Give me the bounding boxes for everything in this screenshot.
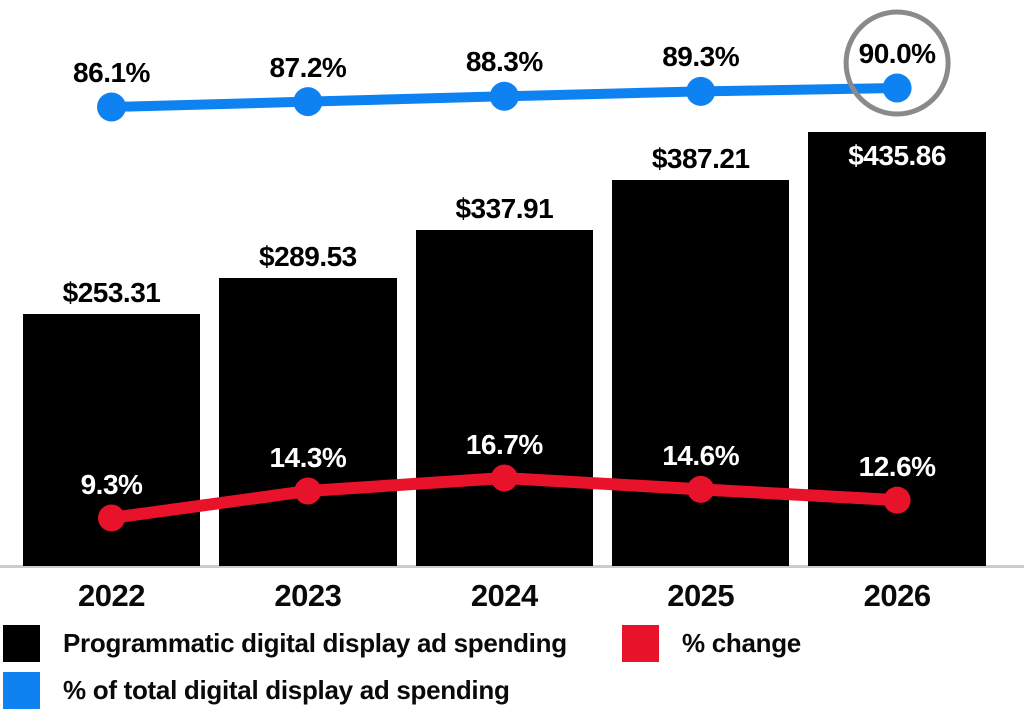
highlight-circle-annotation [843,9,951,117]
legend-label-programmatic-spending: Programmatic digital display ad spending [63,628,567,658]
legend-item-pct-of-total: % of total digital display ad spending [3,672,510,709]
bar-2024 [415,229,594,566]
legend-label-pct-of-total: % of total digital display ad spending [63,675,510,705]
pct-change-point-2023 [294,477,322,505]
pct-of-total-point-2023 [293,87,323,117]
bar-2023 [219,277,397,566]
pct-change-point-2025 [687,475,715,503]
pct-of-total-point-2025 [686,76,716,106]
pct-change-point-2024 [490,464,518,492]
legend-item-pct-change: % change [622,625,801,662]
legend-swatch-bar-series [3,625,40,662]
pct-of-total-point-2024 [489,81,519,111]
legend-label-pct-change: % change [682,628,801,658]
pct-of-total-point-2022 [97,92,126,122]
pct-of-total-point-2026 [882,73,912,103]
legend-swatch-pct-of-total [3,672,40,709]
pct-change-point-2026 [883,486,911,514]
x-axis-line [0,565,1024,568]
legend-swatch-pct-change [622,625,659,662]
legend-item-programmatic-spending: Programmatic digital display ad spending [3,625,567,662]
pct-change-point-2022 [98,504,125,532]
